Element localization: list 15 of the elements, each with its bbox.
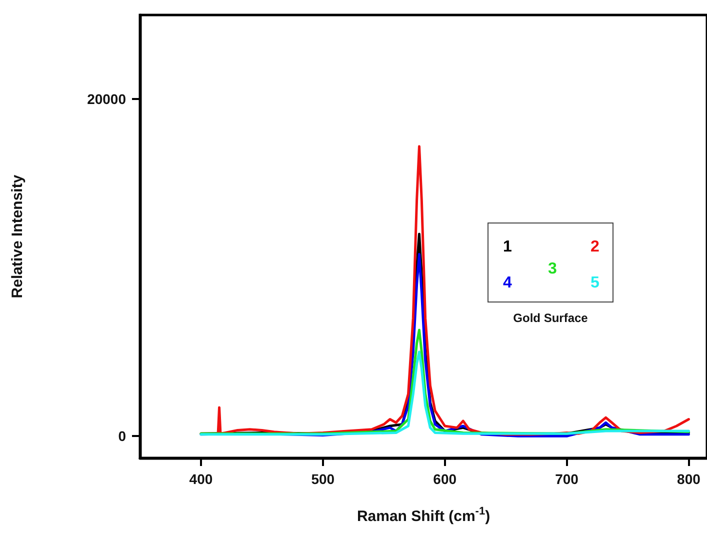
text: 5: [590, 274, 600, 292]
text: 3: [548, 260, 557, 278]
y-axis-title: Relative Intensity: [9, 174, 26, 298]
x-tick-label: 800: [677, 471, 701, 487]
legend-title: Gold Surface: [513, 311, 588, 325]
x-tick-label: 400: [189, 471, 213, 487]
text: 4: [503, 274, 512, 292]
text: 2: [590, 238, 600, 256]
x-tick-label: 600: [433, 471, 457, 487]
y-tick-label: 0: [118, 428, 126, 444]
text: 1: [503, 238, 512, 256]
x-tick-label: 700: [555, 471, 579, 487]
y-tick-label: 20000: [87, 91, 126, 108]
line-series: [200, 350, 690, 436]
x-tick-label: 500: [311, 471, 335, 487]
